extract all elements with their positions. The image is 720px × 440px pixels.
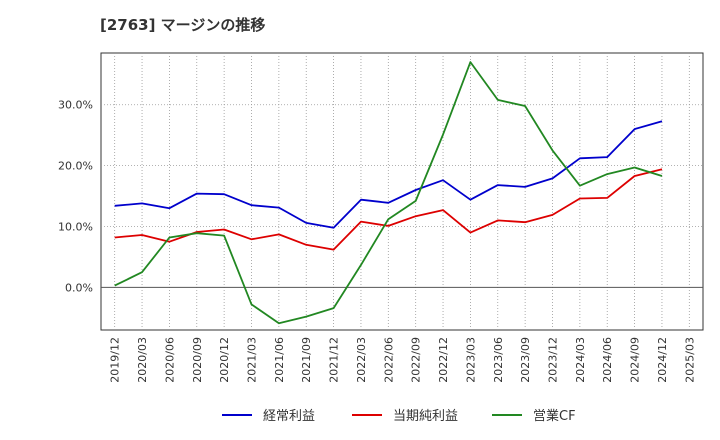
x-tick-label: 2019/12 (109, 337, 122, 383)
x-tick-label: 2020/09 (191, 337, 204, 383)
x-tick-label: 2021/03 (246, 337, 259, 383)
x-tick-label: 2023/12 (547, 337, 560, 383)
x-tick-label: 2022/06 (382, 337, 395, 383)
legend-label-3: 営業CF (533, 408, 576, 424)
x-tick-label: 2021/06 (273, 337, 286, 383)
x-tick-label: 2024/06 (601, 337, 614, 383)
x-tick-label: 2023/06 (492, 337, 505, 383)
series-line-1 (114, 120, 663, 229)
y-tick-label: 10.0% (58, 221, 93, 234)
x-tick-label: 2024/12 (656, 337, 669, 383)
legend-label-1: 経常利益 (263, 409, 315, 424)
y-tick-label: 0.0% (65, 281, 93, 294)
x-tick-label: 2024/09 (629, 337, 642, 383)
x-tick-label: 2020/03 (136, 337, 149, 383)
legend-label-2: 当期純利益 (393, 409, 458, 424)
x-tick-label: 2022/09 (410, 337, 423, 383)
x-tick-label: 2023/09 (519, 337, 532, 383)
y-tick-label: 20.0% (58, 160, 93, 173)
y-tick-label: 30.0% (58, 99, 93, 112)
x-tick-label: 2020/06 (163, 337, 176, 383)
legend: 経常利益 当期純利益 営業CF (222, 408, 576, 424)
series-lines (114, 61, 663, 325)
grid-lines (101, 53, 703, 330)
chart-title: [2763] マージンの推移 (100, 16, 266, 34)
x-tick-label: 2022/12 (437, 337, 450, 383)
x-tick-label: 2024/03 (574, 337, 587, 383)
x-tick-label: 2021/09 (300, 337, 313, 383)
x-tick-label: 2023/03 (464, 337, 477, 383)
series-line-3 (114, 61, 663, 325)
x-tick-label: 2021/12 (328, 337, 341, 383)
x-axis-ticks: 2019/12 2020/03 2020/06 2020/09 2020/12 2021/… (109, 337, 697, 383)
x-tick-label: 2025/03 (683, 337, 696, 383)
plot-area (100, 52, 704, 331)
x-tick-label: 2022/03 (355, 337, 368, 383)
x-tick-label: 2020/12 (218, 337, 231, 383)
series-line-2 (114, 168, 663, 251)
y-axis-ticks: 0.0% 10.0% 20.0% 30.0% (58, 99, 93, 295)
